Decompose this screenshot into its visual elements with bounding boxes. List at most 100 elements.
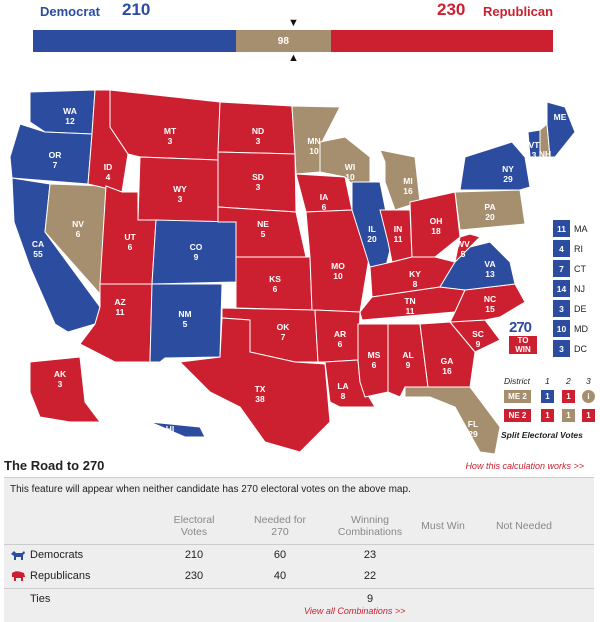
small-state-votes: 14 xyxy=(553,280,570,297)
state-label-ar: AR xyxy=(334,329,346,339)
small-state-abbr: MD xyxy=(574,323,588,334)
state-votes-il: 20 xyxy=(367,234,377,244)
small-state-ma[interactable]: 11 MA xyxy=(553,220,588,237)
small-state-de[interactable]: 3 DE xyxy=(553,300,587,317)
state-label-ok: OK xyxy=(277,322,291,332)
us-electoral-map[interactable]: WA12OR7CA55NV6ID4MT3WY3UT6AZ11CO9NM5ND3S… xyxy=(0,62,600,454)
view-all-combinations-link[interactable]: View all Combinations >> xyxy=(304,606,406,616)
district-cell[interactable]: 1 xyxy=(541,409,554,422)
how-calculation-works-link[interactable]: How this calculation works >> xyxy=(465,461,584,471)
state-label-or: OR xyxy=(49,150,62,160)
state-label-ms: MS xyxy=(368,350,381,360)
table-row-ties: Ties 9 xyxy=(4,588,594,610)
small-state-ri[interactable]: 4 RI xyxy=(553,240,583,257)
small-state-abbr: DC xyxy=(574,343,587,354)
state-ga[interactable] xyxy=(419,321,476,388)
col-electoral-votes: Electoral Votes xyxy=(173,514,215,538)
state-label-ks: KS xyxy=(269,274,281,284)
state-label-id: ID xyxy=(104,162,113,172)
col-winning-combinations: Winning Combinations xyxy=(337,514,403,538)
district-cell[interactable]: 1 xyxy=(541,390,554,403)
state-label-va: VA xyxy=(484,259,495,269)
state-label-wv: WV xyxy=(456,239,470,249)
small-state-abbr: NJ xyxy=(574,283,585,294)
district-cell[interactable]: 1 xyxy=(562,409,575,422)
270-to-win-logo: 270 TO WIN xyxy=(509,320,537,354)
state-label-vt: VT xyxy=(529,140,541,150)
table-row-democrats: Democrats 210 60 23 xyxy=(4,544,594,566)
state-wv[interactable] xyxy=(454,233,481,264)
small-state-nj[interactable]: 14 NJ xyxy=(553,280,585,297)
small-state-votes: 10 xyxy=(553,320,570,337)
rep-bar-segment xyxy=(330,30,553,52)
split-electoral-votes-caption: Split Electoral Votes xyxy=(501,430,583,440)
state-votes-wi: 10 xyxy=(345,172,355,182)
state-label-me: ME xyxy=(554,112,567,122)
elephant-icon xyxy=(12,571,25,582)
small-state-votes: 4 xyxy=(553,240,570,257)
donkey-icon xyxy=(11,551,25,561)
democrat-electoral-votes: 210 xyxy=(122,0,151,19)
state-votes-wy: 3 xyxy=(178,194,183,204)
district-cell[interactable]: 1 xyxy=(562,390,575,403)
state-label-nv: NV xyxy=(72,219,84,229)
state-pa[interactable] xyxy=(454,189,526,231)
state-me[interactable] xyxy=(546,101,576,158)
state-votes-ia: 6 xyxy=(322,202,327,212)
state-votes-ar: 6 xyxy=(338,339,343,349)
small-state-votes: 3 xyxy=(553,340,570,357)
state-nm[interactable] xyxy=(149,283,223,363)
state-votes-wa: 12 xyxy=(65,116,75,126)
state-votes-mi: 16 xyxy=(403,186,413,196)
state-ny[interactable] xyxy=(459,141,531,191)
state-label-mn: MN xyxy=(307,136,320,146)
state-label-ak: AK xyxy=(54,369,67,379)
state-votes-ny: 29 xyxy=(503,174,513,184)
small-state-abbr: MA xyxy=(574,223,588,234)
state-mt[interactable] xyxy=(109,89,221,161)
small-state-ct[interactable]: 7 CT xyxy=(553,260,586,277)
state-label-wa: WA xyxy=(63,106,77,116)
road-note: This feature will appear when neither ca… xyxy=(10,484,411,495)
state-votes-fl: 29 xyxy=(468,429,478,439)
rep-needed: 40 xyxy=(273,570,287,582)
rep-combos: 22 xyxy=(363,570,377,582)
district-cell[interactable]: 1 xyxy=(582,409,595,422)
state-label-sd: SD xyxy=(252,172,264,182)
info-icon[interactable]: i xyxy=(582,390,595,403)
state-votes-nc: 15 xyxy=(485,304,495,314)
small-state-votes: 7 xyxy=(553,260,570,277)
state-label-tx: TX xyxy=(255,384,266,394)
state-fl[interactable] xyxy=(404,386,501,454)
state-label-co: CO xyxy=(190,242,203,252)
district-col-2: 2 xyxy=(566,376,571,386)
party-name: Democrats xyxy=(30,549,84,561)
district-row-label: ME 2 xyxy=(504,390,531,403)
state-votes-nd: 3 xyxy=(256,136,261,146)
col-must-win: Must Win xyxy=(421,520,465,532)
small-state-md[interactable]: 10 MD xyxy=(553,320,588,337)
small-state-dc[interactable]: 3 DC xyxy=(553,340,587,357)
small-state-votes: 11 xyxy=(553,220,570,237)
ties-label: Ties xyxy=(30,593,51,605)
state-votes-al: 9 xyxy=(406,360,411,370)
party-name: Republicans xyxy=(30,570,91,582)
state-label-ut: UT xyxy=(124,232,136,242)
district-header: District xyxy=(504,376,530,386)
electoral-vote-bar: 98 xyxy=(33,30,553,52)
state-hi[interactable] xyxy=(149,421,206,438)
state-ak[interactable] xyxy=(29,356,101,423)
road-to-270-panel: This feature will appear when neither ca… xyxy=(4,477,594,622)
state-label-az: AZ xyxy=(114,297,125,307)
district-row-label: NE 2 xyxy=(504,409,531,422)
state-votes-sd: 3 xyxy=(256,182,261,192)
state-label-nd: ND xyxy=(252,126,264,136)
state-tx[interactable] xyxy=(178,317,331,453)
state-votes-in: 11 xyxy=(394,234,403,244)
dem-needed: 60 xyxy=(273,549,287,561)
state-oh[interactable] xyxy=(409,191,461,258)
logo-subtext: TO WIN xyxy=(509,336,537,354)
state-votes-sc: 9 xyxy=(476,339,481,349)
state-label-pa: PA xyxy=(484,202,495,212)
state-votes-nh: 4 xyxy=(543,159,548,169)
